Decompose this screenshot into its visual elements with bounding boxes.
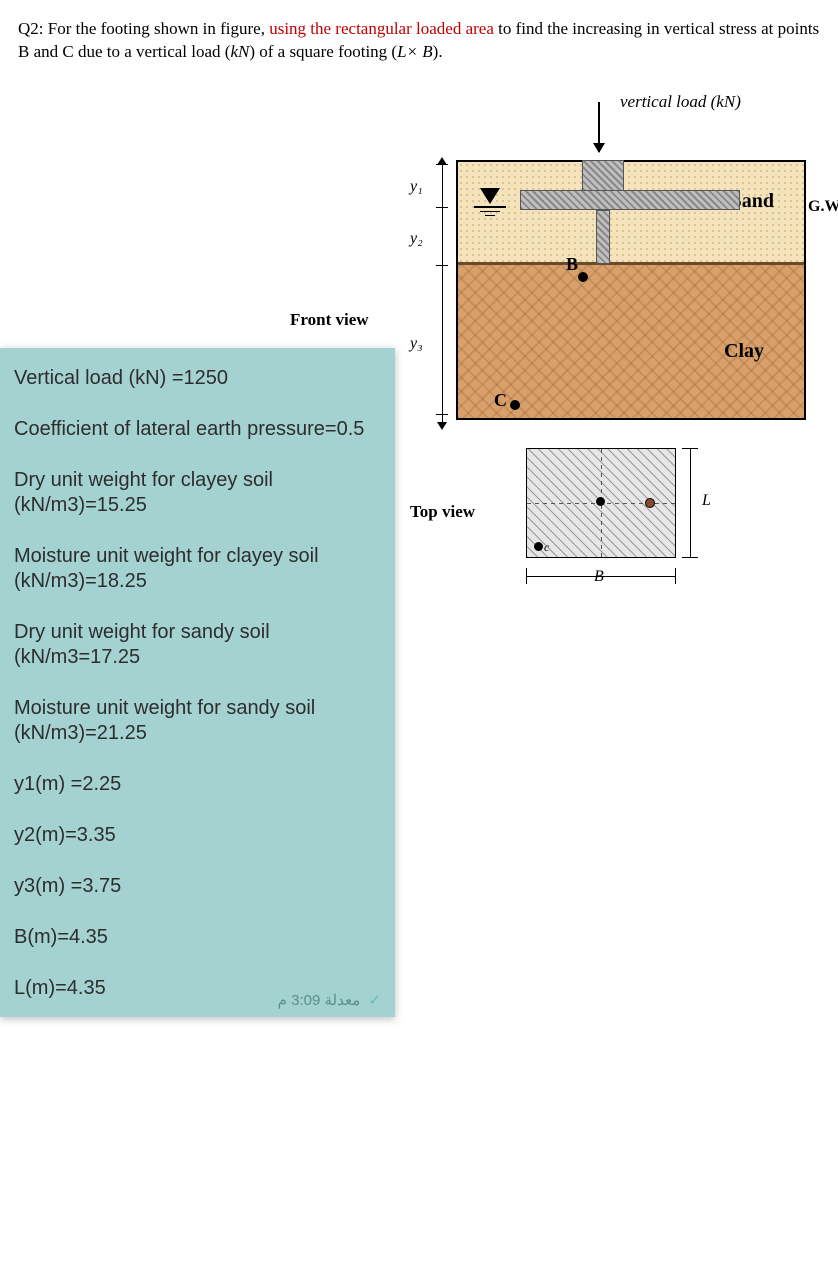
top-view-b-dot [596,497,605,506]
footing-base [520,190,740,210]
spacer [395,620,838,680]
panel-line: Vertical load (kN) =1250 [14,366,383,391]
gwt-marker [480,188,500,204]
panel-line: y2(m)=3.35 [14,823,383,848]
y2-label: y₂ [410,230,423,248]
y-axis: y₁ y₂ y₃ [410,160,455,420]
q-red: using the rectangular loaded area [269,19,494,38]
panel-line: Coefficient of lateral earth pressure=0.… [14,417,383,442]
top-view-label: Top view [410,502,475,522]
point-c-dot [510,400,520,410]
question-text: Q2: For the footing shown in figure, usi… [18,18,820,64]
point-c-label: C [494,390,507,411]
y3-label: y₃ [410,335,423,353]
data-panel: Vertical load (kN) =1250 Coefficient of … [0,348,395,1017]
q-lxb: L× B [397,42,433,61]
top-view-c-dot [534,542,543,551]
vertical-load-arrow [598,102,600,152]
panel-line: Dry unit weight for sandy soil (kN/m3=17… [14,620,383,670]
top-view-c-label: c [544,540,549,555]
q-suffix: ). [433,42,443,61]
timestamp-text: معدلة 3:09 م [278,992,361,1009]
footing-neck [596,210,610,264]
dim-l-tick [682,448,698,449]
panel-line: Dry unit weight for clayey soil (kN/m3)=… [14,468,383,518]
panel-line: y1(m) =2.25 [14,772,383,797]
panel-line: B(m)=4.35 [14,925,383,950]
panel-line: y3(m) =3.75 [14,874,383,899]
dim-b-label: B [594,568,604,586]
gwt-line [485,215,495,216]
y-axis-line [442,164,443,424]
dim-b-tick [526,568,527,584]
point-b-label: B [566,254,578,275]
dim-l-line [690,448,691,558]
vertical-load-label: vertical load (kN) [620,92,741,112]
dim-l-label: L [702,492,711,510]
top-view-center-dot [645,498,655,508]
y-tick [436,414,448,415]
panel-line: Moisture unit weight for clayey soil (kN… [14,544,383,594]
y-tick [436,207,448,208]
dim-b-tick [675,568,676,584]
point-b-dot [578,272,588,282]
q-mid2: ) of a square footing ( [249,42,397,61]
gwt-label: G.W.T [808,198,838,216]
q-kn: kN [230,42,249,61]
y-tick [436,164,448,165]
gwt-line [474,206,506,208]
y1-label: y₁ [410,178,423,196]
timestamp: ✓ معدلة 3:09 م [278,991,381,1009]
front-view-label: Front view [290,310,369,330]
dim-l-tick [682,557,698,558]
q-prefix: Q2: For the footing shown in figure, [18,19,269,38]
footing-column [582,160,624,190]
check-icon: ✓ [368,992,381,1009]
panel-line: Moisture unit weight for sandy soil (kN/… [14,696,383,746]
y-axis-cap [437,422,447,430]
gwt-line [480,211,500,212]
clay-label: Clay [724,340,764,363]
y-tick [436,265,448,266]
front-view-diagram: Sand Clay [456,160,806,420]
